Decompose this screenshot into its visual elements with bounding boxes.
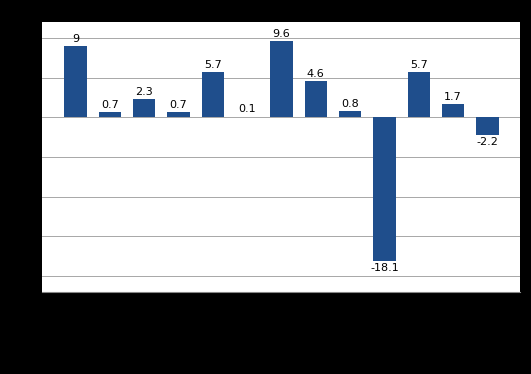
Text: 0.7: 0.7 bbox=[101, 99, 118, 110]
Bar bbox=[476, 117, 499, 135]
Bar bbox=[339, 111, 361, 117]
Text: 0.7: 0.7 bbox=[169, 99, 187, 110]
Text: 0.1: 0.1 bbox=[238, 104, 256, 114]
Bar bbox=[305, 81, 327, 117]
Bar bbox=[64, 46, 87, 117]
Text: 0.8: 0.8 bbox=[341, 99, 359, 109]
Text: 5.7: 5.7 bbox=[204, 60, 221, 70]
Bar bbox=[167, 112, 190, 117]
Bar bbox=[408, 72, 430, 117]
Bar bbox=[270, 42, 293, 117]
Bar bbox=[202, 72, 224, 117]
Text: 5.7: 5.7 bbox=[410, 60, 427, 70]
Bar bbox=[133, 99, 155, 117]
Text: 1.7: 1.7 bbox=[444, 92, 462, 102]
Bar bbox=[373, 117, 396, 261]
Text: -2.2: -2.2 bbox=[476, 137, 499, 147]
Text: 9.6: 9.6 bbox=[272, 29, 290, 39]
Text: 9: 9 bbox=[72, 34, 79, 44]
Text: 4.6: 4.6 bbox=[307, 69, 324, 79]
Text: 2.3: 2.3 bbox=[135, 87, 153, 97]
Text: -18.1: -18.1 bbox=[370, 263, 399, 273]
Bar bbox=[442, 104, 464, 117]
Bar bbox=[99, 112, 121, 117]
